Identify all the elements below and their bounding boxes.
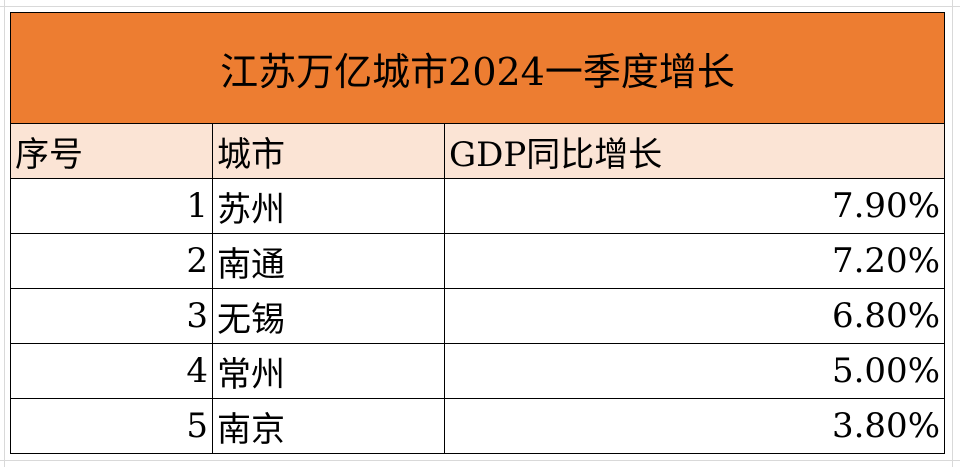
cell-growth[interactable]: 7.20% — [444, 233, 945, 289]
cell-growth[interactable]: 7.90% — [444, 178, 945, 234]
cell-index[interactable]: 3 — [10, 288, 213, 344]
header-city[interactable]: 城市 — [212, 123, 445, 179]
cell-growth[interactable]: 3.80% — [444, 398, 945, 454]
cell-index[interactable]: 4 — [10, 343, 213, 399]
cell-growth[interactable]: 6.80% — [444, 288, 945, 344]
cell-city[interactable]: 南京 — [212, 398, 445, 454]
table-row: 3 无锡 6.80% — [10, 288, 945, 344]
gridline — [952, 0, 953, 467]
header-index[interactable]: 序号 — [10, 123, 213, 179]
table-title[interactable]: 江苏万亿城市2024一季度增长 — [10, 12, 945, 124]
gridline — [0, 6, 960, 7]
header-gdp-growth[interactable]: GDP同比增长 — [444, 123, 945, 179]
table-row: 5 南京 3.80% — [10, 398, 945, 454]
gridline — [0, 460, 960, 461]
cell-city[interactable]: 常州 — [212, 343, 445, 399]
gdp-growth-table: 江苏万亿城市2024一季度增长 序号 城市 GDP同比增长 1 苏州 7.90%… — [10, 12, 945, 454]
table-row: 4 常州 5.00% — [10, 343, 945, 399]
cell-city[interactable]: 苏州 — [212, 178, 445, 234]
cell-index[interactable]: 1 — [10, 178, 213, 234]
cell-growth[interactable]: 5.00% — [444, 343, 945, 399]
table-row: 2 南通 7.20% — [10, 233, 945, 289]
header-row: 序号 城市 GDP同比增长 — [10, 123, 945, 179]
cell-index[interactable]: 5 — [10, 398, 213, 454]
cell-city[interactable]: 南通 — [212, 233, 445, 289]
table-row: 1 苏州 7.90% — [10, 178, 945, 234]
cell-city[interactable]: 无锡 — [212, 288, 445, 344]
cell-index[interactable]: 2 — [10, 233, 213, 289]
gridline — [4, 0, 5, 467]
